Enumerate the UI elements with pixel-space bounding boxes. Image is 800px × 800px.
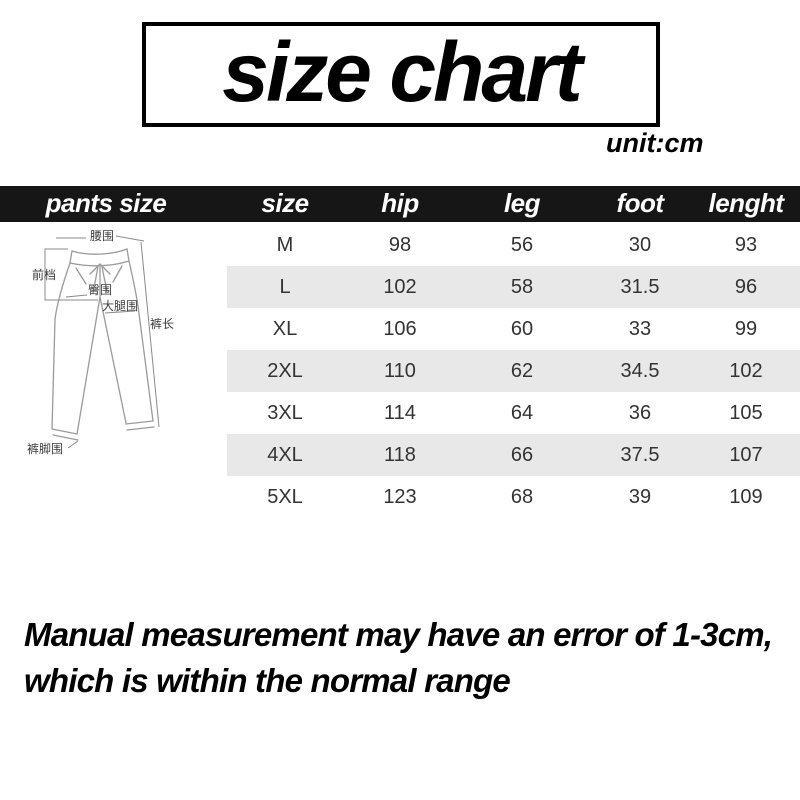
- table-cell: 34.5: [620, 360, 660, 382]
- front-rise-bracket: [44, 248, 98, 301]
- table-cell: 66: [510, 444, 534, 466]
- table-cell: 102: [729, 360, 763, 382]
- diagram-label-front-rise: 前档: [32, 267, 56, 282]
- table-cell: 109: [729, 486, 763, 508]
- pants-left-outer-seam: [51, 262, 71, 430]
- table-cell: M: [276, 234, 294, 256]
- table-cell: 110: [384, 360, 416, 382]
- table-cell: 33: [628, 318, 652, 340]
- table-cell: 3XL: [267, 402, 303, 424]
- table-cell: 99: [734, 318, 758, 340]
- title-box: size chart: [142, 22, 660, 127]
- table-cell: 96: [734, 276, 758, 298]
- leg-opening-annotation-line: [67, 440, 79, 449]
- table-cell: 93: [734, 234, 758, 256]
- diagram-label-hip: 臀围: [88, 283, 112, 297]
- table-cell: 107: [729, 444, 763, 466]
- table-row: 2XL 110 62 34.5 102: [0, 350, 800, 392]
- table-cell: 123: [383, 486, 417, 508]
- table-cell: L: [279, 276, 291, 298]
- pants-diagram: 腰围 前档 臀围 大腿围 裤长 裤脚围: [27, 229, 174, 456]
- table-cell: 98: [388, 234, 412, 256]
- table-cell: 114: [384, 402, 416, 424]
- table-cell: 5XL: [267, 486, 303, 508]
- table-header-bar: pants size size hip leg foot lenght: [0, 186, 800, 222]
- diagram-label-waist: 腰围: [90, 229, 114, 243]
- header-pants-size: pants size: [45, 188, 167, 218]
- size-table-body: M 98 56 30 93 L 102 58 31.5 96 XL 106 60 33 99 2XL 110 62…: [0, 224, 800, 518]
- pants-left-inseam: [76, 296, 101, 435]
- pants-left-cuff: [51, 428, 79, 441]
- note-line-2: which is within the normal range: [24, 662, 511, 699]
- table-cell: 30: [628, 234, 652, 256]
- table-row: 3XL 114 64 36 105: [0, 392, 800, 434]
- table-cell: 2XL: [267, 360, 303, 382]
- header-foot: foot: [616, 188, 664, 218]
- note-line-1: Manual measurement may have an error of …: [24, 616, 773, 653]
- pants-waistband: [69, 248, 130, 267]
- table-row: M 98 56 30 93: [0, 224, 800, 266]
- table-row: 4XL 118 66 37.5 107: [0, 434, 800, 476]
- drawstring: [89, 263, 111, 295]
- unit-label: unit:cm: [606, 128, 704, 158]
- pants-right-cuff: [125, 420, 155, 431]
- table-cell: 56: [510, 234, 534, 256]
- table-cell: 106: [383, 318, 417, 340]
- table-row: L 102 58 31.5 96: [0, 266, 800, 308]
- waist-annotation-line: [56, 235, 145, 242]
- diagram-label-leg-opening: 裤脚围: [27, 441, 63, 456]
- pants-right-inseam: [99, 296, 127, 424]
- table-cell: 68: [510, 486, 534, 508]
- table-cell: 60: [510, 318, 534, 340]
- header-size: size: [261, 188, 309, 218]
- table-cell: 36: [628, 402, 652, 424]
- table-cell: 4XL: [267, 444, 303, 466]
- page-title: size chart: [222, 24, 583, 119]
- table-cell: 105: [729, 402, 763, 424]
- measurement-note: Manual measurement may have an error of …: [24, 612, 794, 704]
- thigh-annotation-line: [104, 310, 136, 314]
- table-cell: 64: [510, 402, 534, 424]
- header-leg: leg: [503, 188, 541, 218]
- table-cell: 58: [510, 276, 534, 298]
- length-annotation-line: [140, 241, 160, 428]
- table-row: XL 106 60 33 99: [0, 308, 800, 350]
- table-cell: XL: [272, 318, 298, 340]
- table-cell: 31.5: [620, 276, 660, 298]
- hip-annotation-line: [65, 294, 88, 298]
- table-cell: 39: [628, 486, 652, 508]
- table-cell: 37.5: [620, 444, 660, 466]
- diagram-label-length: 裤长: [150, 317, 174, 331]
- pants-pocket-lines: [75, 265, 123, 285]
- table-cell: 118: [384, 444, 416, 466]
- header-hip: hip: [381, 188, 419, 218]
- table-row: 5XL 123 68 39 109: [0, 476, 800, 518]
- table-cell: 102: [383, 276, 417, 298]
- header-lenght: lenght: [708, 188, 785, 218]
- diagram-label-thigh: 大腿围: [102, 299, 138, 313]
- table-cell: 62: [510, 360, 534, 382]
- pants-right-outer-seam: [128, 260, 154, 422]
